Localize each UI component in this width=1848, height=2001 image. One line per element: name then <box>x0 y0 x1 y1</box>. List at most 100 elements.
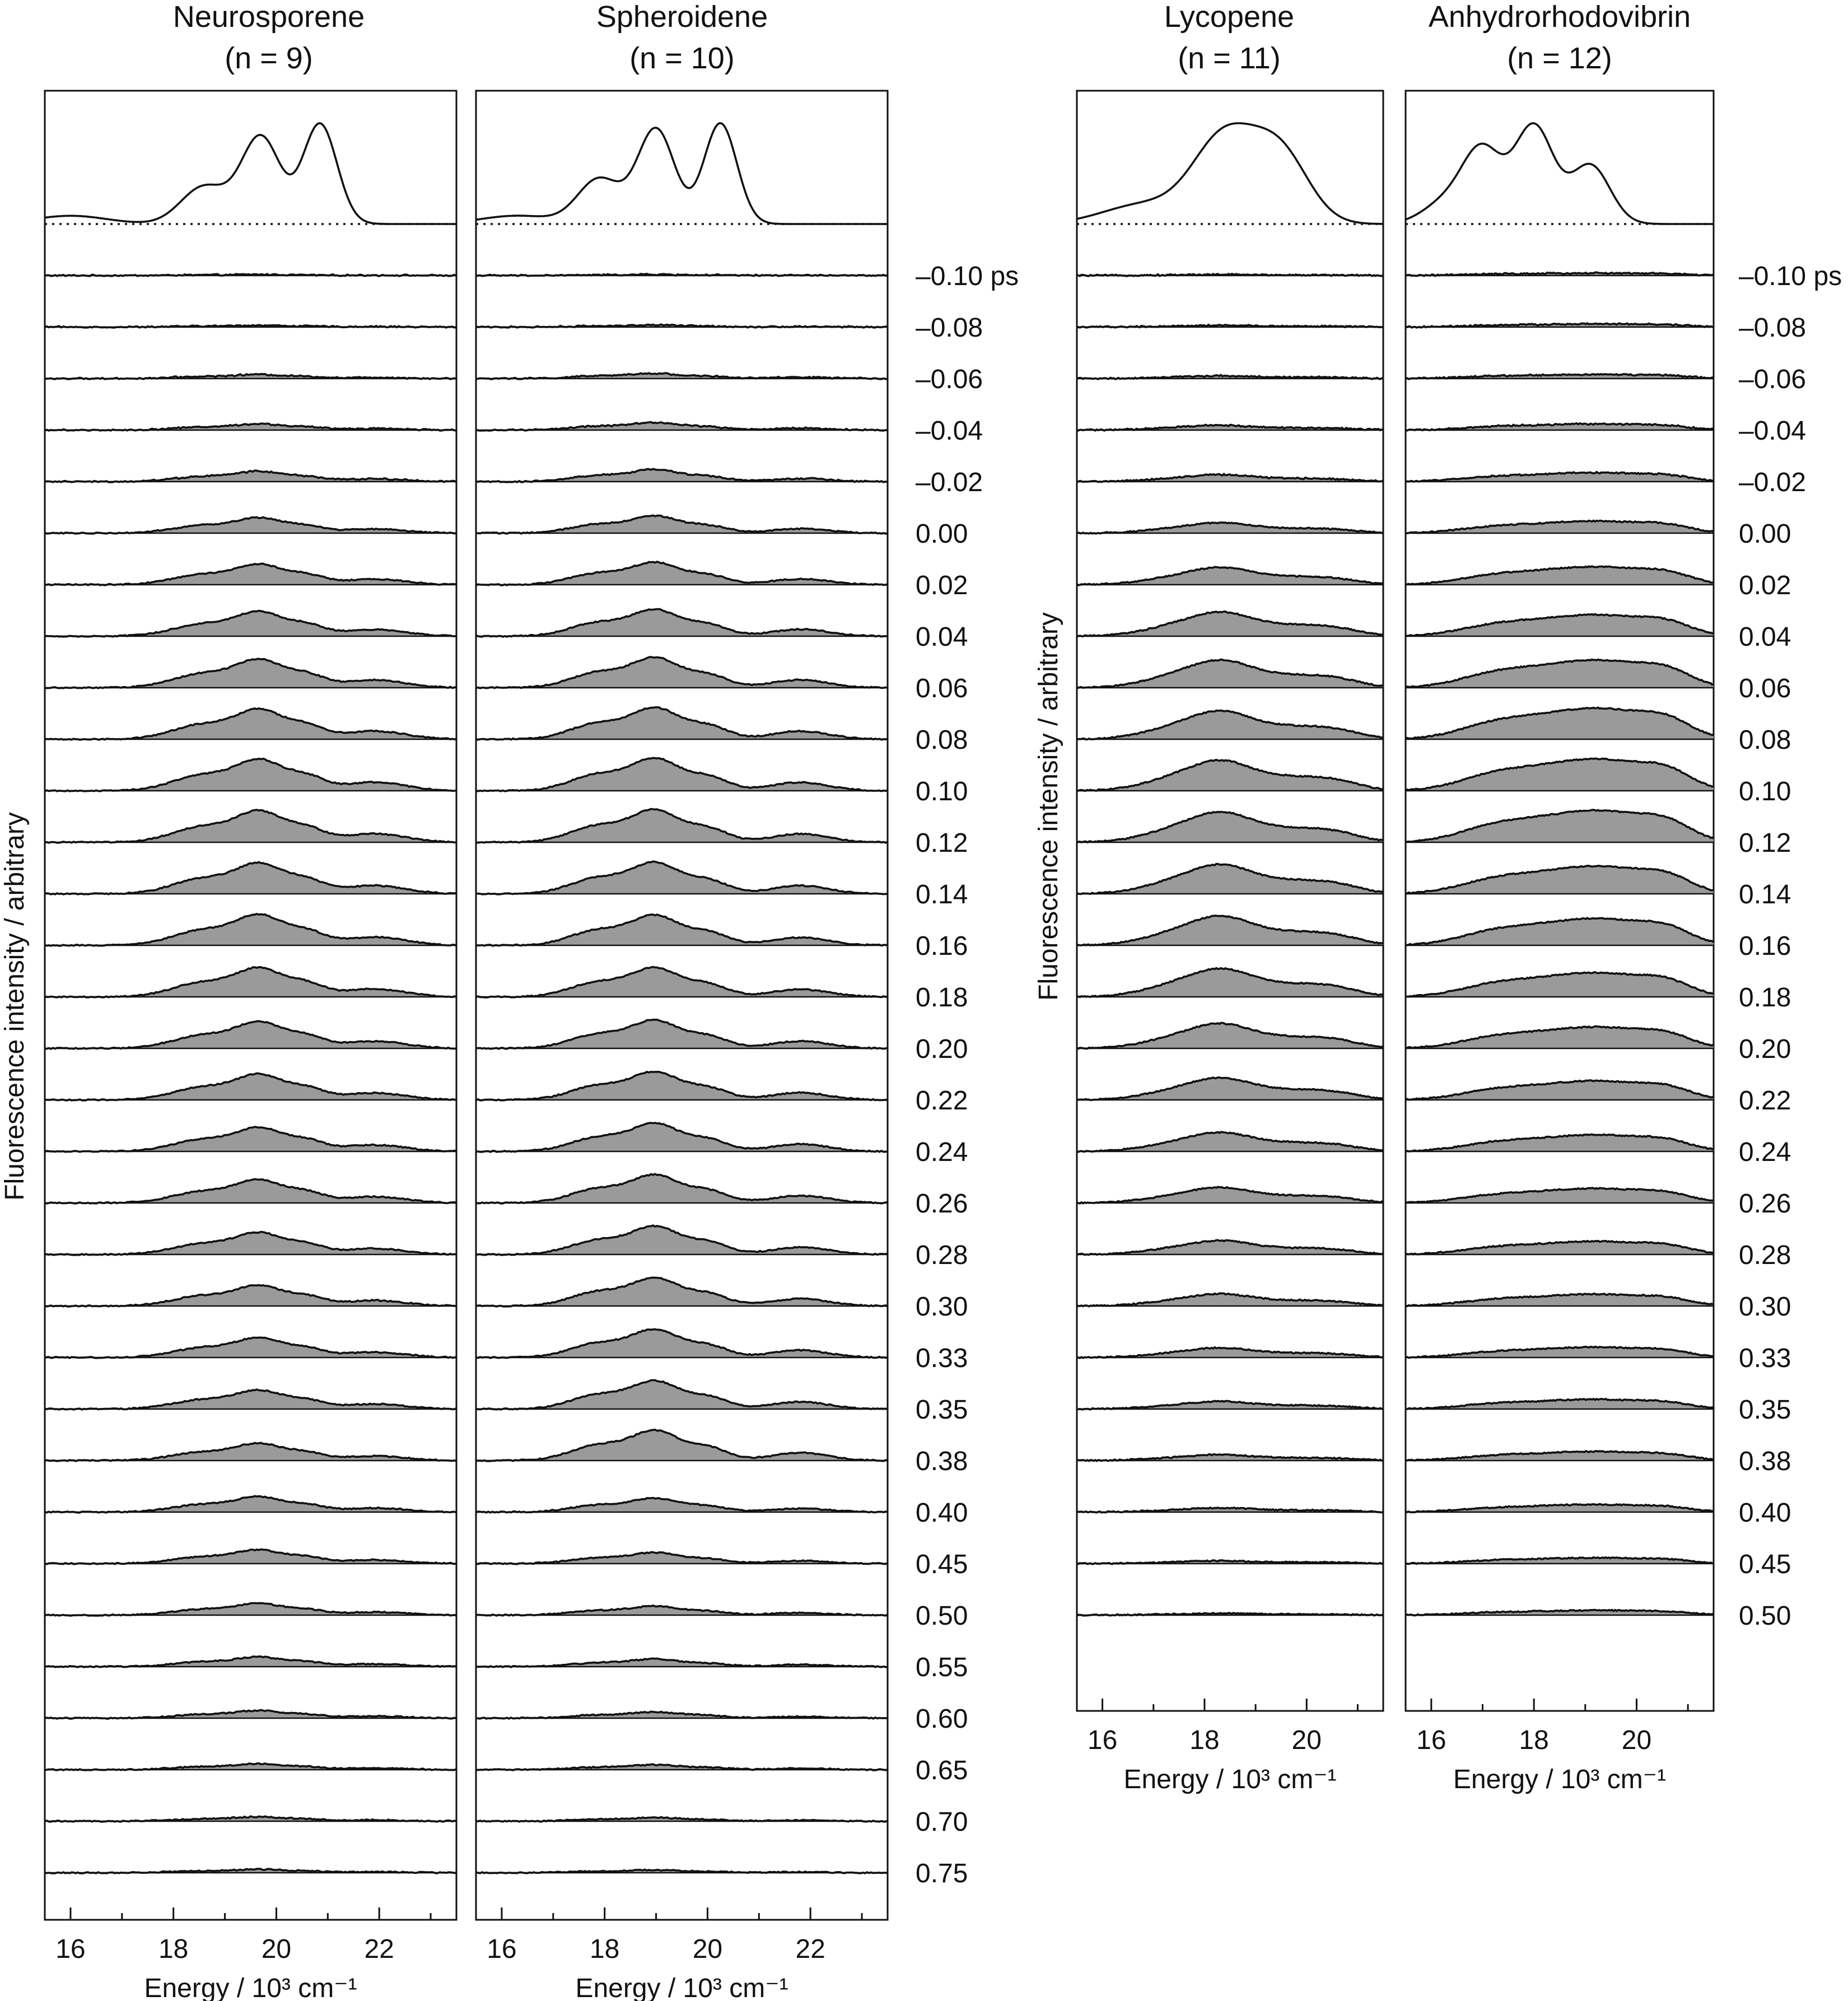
trace <box>1405 1556 1714 1565</box>
trace-line <box>44 422 456 432</box>
trace-area <box>1406 566 1714 585</box>
trace-area <box>1406 614 1714 636</box>
trace <box>1076 273 1384 277</box>
delay-label: –0.06 <box>916 365 983 394</box>
delay-label: 0.40 <box>1739 1498 1791 1528</box>
trace-line <box>44 1442 457 1462</box>
trace <box>45 1495 457 1514</box>
trace-line <box>44 707 457 741</box>
trace-line <box>475 1763 888 1771</box>
trace-line <box>44 913 457 947</box>
trace <box>1405 1239 1714 1256</box>
steady-state-spectrum <box>44 122 456 225</box>
trace <box>475 1604 888 1617</box>
trace-area <box>476 657 888 688</box>
trace-line <box>1076 273 1384 277</box>
trace-area <box>1077 611 1383 637</box>
trace-line <box>475 514 888 535</box>
trace-line <box>1076 967 1384 999</box>
trace-line <box>1405 971 1714 998</box>
delay-label: 0.12 <box>1739 828 1791 858</box>
panel-spheroidene: Spheroidene (n = 10) –0.10 ps –0.08 –0.06 –0.… <box>475 0 1019 2001</box>
steady-state-spectrum <box>1076 122 1383 225</box>
trace <box>1405 865 1714 895</box>
trace <box>475 913 888 947</box>
trace <box>1076 1022 1384 1050</box>
trace-area <box>45 1443 456 1461</box>
trace-line <box>475 757 888 792</box>
trace <box>1076 521 1384 535</box>
trace-area <box>1406 972 1714 997</box>
trace <box>475 323 888 329</box>
trace <box>475 1173 888 1205</box>
trace <box>44 1388 457 1411</box>
trace <box>44 1072 457 1102</box>
trace-area <box>476 561 888 585</box>
trace-line <box>1076 1022 1384 1050</box>
trace-line <box>1405 1187 1714 1204</box>
x-tick-label: 20 <box>693 1934 722 1964</box>
delay-label: 0.38 <box>1739 1447 1791 1476</box>
trace <box>44 913 457 947</box>
trace-area <box>1406 659 1714 688</box>
trace-area <box>1077 1293 1383 1307</box>
trace-line <box>475 808 888 844</box>
steady-state-spectrum <box>475 122 888 225</box>
trace <box>44 1762 457 1771</box>
trace-line <box>1076 1453 1384 1462</box>
delay-label: 0.06 <box>916 674 968 703</box>
y-axis-label: Fluorescence intensity / arbitrary <box>0 812 30 1201</box>
trace-line <box>1405 271 1714 277</box>
trace <box>1076 610 1384 638</box>
trace-line <box>475 561 888 586</box>
delay-label: 0.10 <box>1739 777 1791 806</box>
trace-line <box>1076 658 1384 689</box>
trace-line <box>1405 865 1714 895</box>
trace-area <box>1406 1346 1714 1358</box>
trace-area <box>1077 567 1383 585</box>
trace-line <box>475 706 888 741</box>
trace-area <box>1077 1454 1383 1461</box>
trace-line <box>475 1379 888 1411</box>
trace <box>44 1602 457 1617</box>
trace <box>475 1763 888 1771</box>
trace-line <box>44 562 457 586</box>
trace-area <box>476 609 888 637</box>
trace <box>44 1230 456 1256</box>
trace-line <box>1405 519 1714 534</box>
trace-line <box>44 1815 457 1823</box>
delay-label: 0.20 <box>1739 1034 1791 1064</box>
trace-area <box>45 1337 456 1358</box>
trace <box>1076 1131 1383 1153</box>
delay-label: 0.55 <box>916 1653 968 1682</box>
trace <box>1405 971 1714 998</box>
panel-frame <box>1404 90 1715 1712</box>
trace <box>1076 423 1384 432</box>
trace-line <box>475 1551 888 1565</box>
trace <box>1076 1346 1384 1359</box>
delay-label: 0.35 <box>916 1395 968 1425</box>
trace-area <box>1406 1080 1714 1100</box>
trace <box>1405 271 1714 277</box>
trace <box>44 1868 457 1874</box>
trace-area <box>476 915 888 946</box>
delay-label: 0.08 <box>916 725 968 755</box>
trace-line <box>1076 1346 1384 1359</box>
trace <box>1076 810 1384 844</box>
trace <box>475 1018 888 1050</box>
trace-area <box>45 1285 456 1307</box>
trace <box>44 1655 457 1668</box>
trace <box>44 1126 457 1153</box>
trace-line <box>45 1495 457 1514</box>
x-tick-label: 18 <box>158 1934 188 1964</box>
trace-line <box>1405 322 1714 329</box>
trace-line <box>475 323 888 329</box>
trace-line <box>475 372 888 380</box>
trace-line <box>1076 566 1384 586</box>
trace <box>44 1336 457 1359</box>
x-tick-label: 22 <box>364 1934 394 1964</box>
trace <box>1405 373 1714 380</box>
trace <box>44 757 457 792</box>
trace-area <box>45 708 456 740</box>
